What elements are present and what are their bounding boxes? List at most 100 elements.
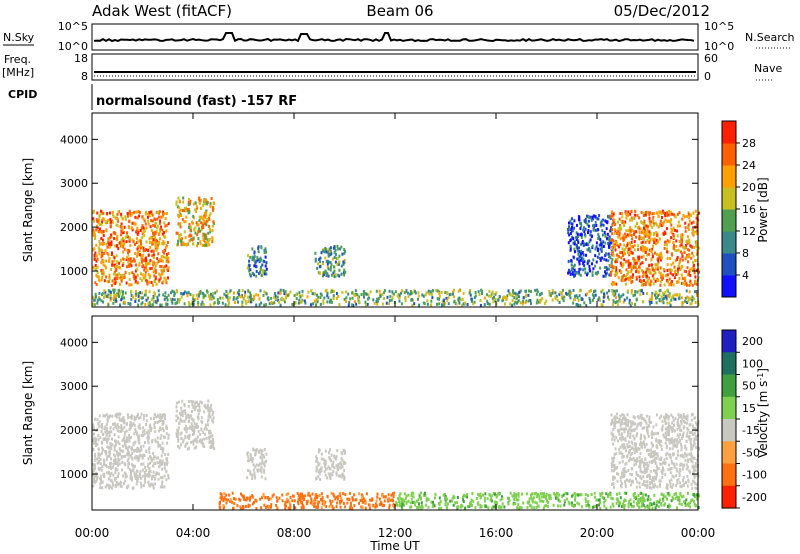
power-cell	[644, 234, 647, 238]
power-cell	[183, 290, 186, 294]
power-cell	[273, 295, 276, 299]
power-cell	[265, 272, 268, 276]
power-cell	[671, 212, 674, 216]
velocity-cell	[161, 476, 164, 480]
velocity-cell	[211, 437, 214, 441]
power-cell	[621, 219, 624, 223]
power-cell	[105, 275, 108, 279]
power-cell	[325, 271, 328, 275]
power-cell	[614, 270, 617, 274]
velocity-cell	[166, 462, 168, 466]
power-cell	[147, 302, 150, 306]
power-cell	[339, 247, 341, 251]
power-cell	[658, 225, 661, 229]
power-cell	[381, 302, 384, 306]
velocity-cell	[642, 493, 645, 497]
power-cell	[108, 257, 111, 261]
velocity-cell	[120, 429, 122, 433]
power-cell	[197, 237, 200, 241]
power-cell	[455, 302, 458, 306]
power-cell	[191, 238, 194, 242]
velocity-cell	[597, 503, 600, 507]
velocity-cell	[110, 444, 113, 448]
power-cell	[617, 232, 620, 236]
velocity-cell	[294, 506, 297, 510]
velocity-cell	[263, 448, 266, 451]
velocity-cell	[126, 413, 129, 417]
power-cell	[103, 289, 106, 293]
velocity-cell	[186, 435, 189, 439]
power-cell	[117, 219, 119, 223]
power-cell	[436, 302, 438, 306]
power-cell	[651, 247, 653, 251]
velocity-cell	[301, 505, 304, 509]
power-cell	[577, 215, 580, 219]
velocity-cell	[162, 429, 165, 433]
velocity-cell	[599, 506, 602, 510]
power-cell	[303, 299, 306, 303]
power-cell	[587, 259, 589, 263]
power-cell	[623, 224, 626, 228]
power-cell	[511, 289, 514, 292]
velocity-cell	[362, 501, 365, 504]
velocity-cell	[128, 434, 131, 437]
power-cell	[438, 294, 441, 298]
power-cell	[610, 226, 613, 230]
power-cell	[642, 249, 645, 253]
velocity-cell	[305, 502, 308, 506]
velocity-cell	[648, 460, 651, 464]
power-cell	[694, 230, 696, 234]
power-cell	[265, 303, 268, 307]
velocity-cell	[545, 504, 548, 508]
velocity-cell	[208, 441, 211, 444]
velocity-cell	[130, 414, 133, 418]
velocity-cell	[343, 469, 346, 473]
velocity-cell	[132, 441, 135, 445]
velocity-cell	[114, 459, 117, 463]
velocity-cell	[175, 409, 178, 413]
power-cell	[94, 237, 96, 240]
velocity-cell	[163, 436, 166, 439]
power-cell	[183, 206, 186, 210]
velocity-cell	[263, 464, 266, 468]
velocity-cell	[445, 504, 448, 508]
velocity-cell	[118, 442, 121, 446]
power-cell	[650, 263, 653, 267]
power-cell	[259, 256, 262, 260]
power-cell	[258, 271, 260, 275]
power-cell	[576, 223, 578, 227]
power-colorbar-tick-label: 12	[742, 225, 756, 238]
power-cell	[687, 260, 689, 264]
velocity-cell	[407, 499, 410, 503]
power-cell	[621, 265, 624, 269]
power-cell	[675, 273, 678, 276]
velocity-cell	[598, 498, 601, 502]
power-cell	[133, 210, 136, 214]
velocity-cell	[542, 495, 545, 499]
power-cell	[113, 237, 116, 240]
power-cell	[145, 248, 148, 252]
velocity-cell	[685, 463, 688, 467]
power-cell	[667, 213, 670, 217]
velocity-cell	[193, 422, 196, 426]
velocity-cell	[399, 492, 402, 496]
power-cell	[343, 251, 346, 255]
power-cell	[570, 268, 573, 272]
velocity-cell	[564, 491, 567, 495]
power-cell	[208, 294, 210, 298]
power-cell	[137, 299, 140, 303]
power-cell	[96, 271, 99, 274]
power-cell	[187, 200, 190, 204]
power-cell	[156, 226, 159, 230]
power-cell	[670, 227, 673, 231]
velocity-cell	[320, 492, 323, 496]
power-cell	[687, 299, 690, 303]
power-cell	[112, 288, 115, 292]
power-cell	[630, 289, 633, 293]
velocity-cell	[666, 497, 668, 501]
velocity-cell	[528, 497, 531, 501]
power-cell	[688, 290, 691, 294]
power-cell	[396, 294, 399, 298]
velocity-cell	[244, 504, 247, 508]
power-cell	[307, 290, 310, 294]
